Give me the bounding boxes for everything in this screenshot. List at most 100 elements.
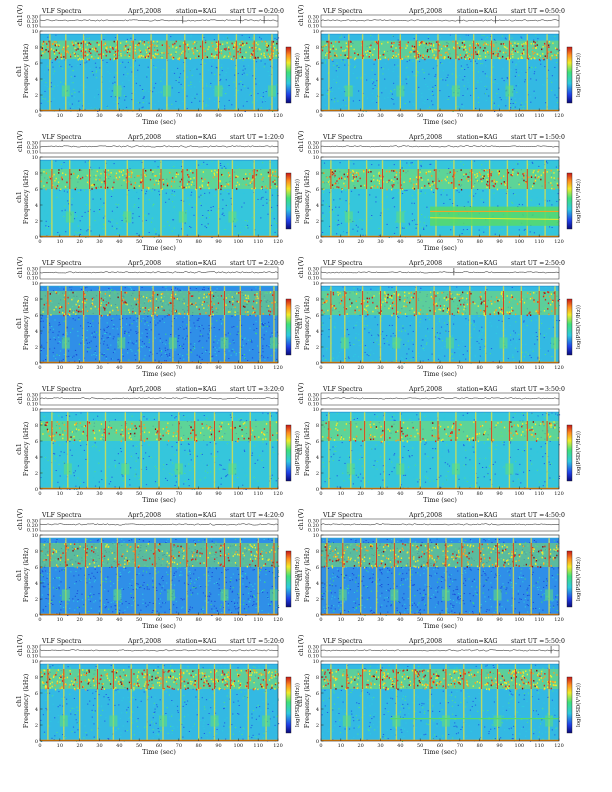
band-pixel <box>401 188 404 191</box>
band-pixel <box>92 185 94 187</box>
noise-pixel <box>131 197 133 198</box>
spheric-core <box>399 169 401 189</box>
band-pixel <box>331 172 333 175</box>
band-pixel <box>192 50 194 52</box>
noise-pixel <box>93 212 95 214</box>
noise-pixel <box>249 94 251 96</box>
noise-pixel <box>244 111 246 112</box>
band-pixel <box>510 53 512 55</box>
x-tick-label: 70 <box>457 239 463 245</box>
band-pixel <box>516 45 518 47</box>
noise-pixel <box>266 34 268 36</box>
noise-pixel <box>274 96 276 98</box>
band-pixel <box>557 177 559 180</box>
noise-pixel <box>276 205 278 207</box>
noise-pixel <box>241 34 243 36</box>
noise-pixel <box>374 85 376 86</box>
x-tick-label: 120 <box>273 239 283 245</box>
band-pixel <box>189 58 191 60</box>
band-pixel <box>433 54 435 56</box>
spheric-core <box>51 169 53 189</box>
band-pixel <box>402 170 405 172</box>
noise-pixel <box>413 75 415 77</box>
noise-pixel <box>442 70 444 72</box>
noise-pixel <box>173 194 175 196</box>
noise-pixel <box>194 204 196 206</box>
noise-pixel <box>84 62 86 64</box>
noise-pixel <box>103 223 105 225</box>
noise-pixel <box>400 106 402 108</box>
noise-pixel <box>213 82 215 84</box>
band-pixel <box>246 42 248 44</box>
noise-pixel <box>268 109 270 111</box>
x-tick-label: 30 <box>96 239 102 245</box>
noise-pixel <box>482 71 484 73</box>
noise-pixel <box>112 338 114 340</box>
band-pixel <box>51 43 54 45</box>
noise-pixel <box>107 337 109 338</box>
noise-pixel <box>406 83 408 85</box>
noise-pixel <box>221 70 223 72</box>
noise-pixel <box>193 344 195 346</box>
noise-pixel <box>58 61 60 63</box>
noise-pixel <box>225 222 227 224</box>
panel-station: station=KAG <box>457 134 498 141</box>
noise-pixel <box>403 191 406 193</box>
noise-pixel <box>69 315 72 317</box>
spectrogram <box>40 283 279 364</box>
noise-pixel <box>458 80 461 82</box>
noise-pixel <box>230 354 232 356</box>
band-pixel <box>115 40 118 43</box>
band-pixel <box>50 48 53 50</box>
noise-pixel <box>160 80 162 82</box>
noise-pixel <box>216 211 218 213</box>
noise-pixel <box>183 59 185 61</box>
noise-pixel <box>179 73 182 75</box>
noise-pixel <box>475 87 477 89</box>
noise-pixel <box>435 87 437 89</box>
noise-pixel <box>74 75 76 77</box>
noise-pixel <box>50 101 52 103</box>
noise-pixel <box>325 162 327 163</box>
noise-pixel <box>214 195 216 197</box>
band-pixel <box>42 52 44 55</box>
band-pixel <box>362 55 364 57</box>
noise-pixel <box>533 39 535 41</box>
noise-pixel <box>151 287 153 289</box>
noise-pixel <box>397 75 399 77</box>
noise-pixel <box>432 67 434 69</box>
noise-pixel <box>467 191 469 193</box>
band-pixel <box>496 188 499 191</box>
band-pixel <box>454 171 456 174</box>
noise-pixel <box>277 56 279 58</box>
noise-pixel <box>89 324 91 326</box>
noise-pixel <box>522 108 524 110</box>
noise-pixel <box>179 345 181 347</box>
band-pixel <box>517 57 519 60</box>
noise-pixel <box>79 102 81 104</box>
noise-pixel <box>44 210 46 212</box>
noise-pixel <box>494 110 496 112</box>
noise-pixel <box>448 168 450 170</box>
noise-pixel <box>548 195 550 197</box>
panel-start-label: start UT = <box>230 134 263 141</box>
noise-pixel <box>86 230 88 232</box>
noise-pixel <box>86 38 88 40</box>
noise-pixel <box>537 38 539 40</box>
band-pixel <box>43 171 45 173</box>
noise-pixel <box>427 38 429 40</box>
noise-pixel <box>227 190 229 192</box>
noise-pixel <box>46 65 48 67</box>
noise-pixel <box>353 188 355 190</box>
band-pixel <box>122 174 124 176</box>
noise-pixel <box>42 315 44 317</box>
spheric-core <box>362 40 364 59</box>
band-pixel <box>129 46 131 48</box>
noise-pixel <box>88 342 91 344</box>
noise-pixel <box>205 104 207 106</box>
band-pixel <box>172 43 174 46</box>
band-pixel <box>241 56 243 58</box>
noise-pixel <box>228 193 230 195</box>
noise-pixel <box>177 353 179 355</box>
noise-pixel <box>431 88 433 89</box>
